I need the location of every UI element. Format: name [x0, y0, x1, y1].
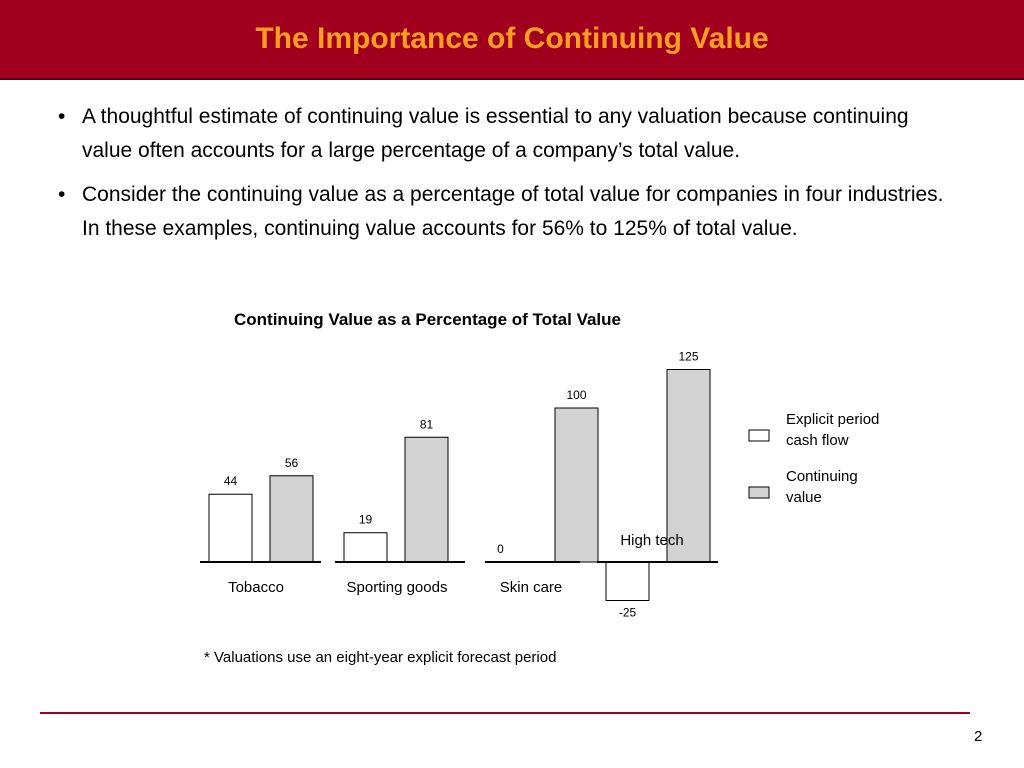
continuing-bar: [666, 369, 711, 563]
bullet-text: A thoughtful estimate of continuing valu…: [82, 105, 909, 162]
data-label: -25: [619, 606, 637, 620]
category-label: Tobacco: [228, 579, 284, 596]
legend-swatch: [748, 486, 770, 499]
legend-swatch: [748, 429, 770, 442]
data-label: 125: [678, 350, 698, 364]
chart-title: Continuing Value as a Percentage of Tota…: [234, 310, 621, 329]
slide-title: The Importance of Continuing Value: [255, 22, 769, 55]
page-number: 2: [974, 728, 983, 745]
category-label: Skin care: [500, 579, 563, 596]
data-label: 0: [497, 542, 504, 556]
explicit-bar: [208, 493, 253, 563]
category-label: High tech: [620, 532, 683, 549]
category-label: Sporting goods: [347, 579, 448, 596]
continuing-bar: [554, 407, 599, 563]
data-label: 56: [285, 456, 299, 470]
legend-label: Explicit period: [786, 411, 879, 428]
bottom-rule: [40, 712, 970, 714]
explicit-bar: [343, 532, 388, 563]
bullet-item: • A thoughtful estimate of continuing va…: [58, 100, 958, 168]
continuing-bar: [269, 475, 314, 563]
continuing-bar: [404, 436, 449, 563]
bullet-dot: •: [58, 105, 66, 128]
bullet-text: Consider the continuing value as a perce…: [82, 183, 944, 240]
title-bar: [0, 0, 1024, 80]
explicit-bar: [605, 561, 650, 601]
data-label: 44: [224, 474, 238, 488]
data-label: 19: [359, 513, 373, 527]
legend-label: value: [786, 489, 822, 506]
bullet-list: • A thoughtful estimate of continuing va…: [58, 100, 958, 256]
legend-label: cash flow: [786, 432, 849, 449]
data-label: 100: [566, 388, 586, 402]
footnote: * Valuations use an eight-year explicit …: [204, 649, 557, 666]
bullet-dot: •: [58, 183, 66, 206]
bullet-item: • Consider the continuing value as a per…: [58, 178, 958, 246]
data-label: 81: [420, 417, 434, 431]
legend-label: Continuing: [786, 468, 858, 485]
